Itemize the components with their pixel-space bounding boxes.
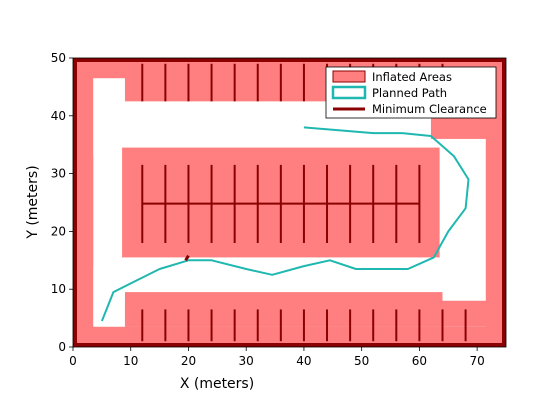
inflated-area	[73, 156, 94, 267]
y-tick-label: 0	[58, 340, 66, 354]
x-tick-label: 50	[354, 354, 369, 368]
legend-swatch-inflated	[332, 70, 366, 83]
x-tick-label: 10	[123, 354, 138, 368]
x-tick-label: 70	[469, 354, 484, 368]
y-tick-label: 40	[51, 109, 66, 123]
x-axis-label: X (meters)	[180, 376, 254, 392]
legend-label-path: Planned Path	[372, 86, 447, 100]
y-tick-label: 20	[51, 224, 66, 238]
boundary-wall	[73, 58, 506, 347]
x-tick-label: 60	[412, 354, 427, 368]
x-tick-label: 30	[239, 354, 254, 368]
x-tick-label: 20	[181, 354, 196, 368]
inflated-area	[124, 300, 507, 327]
axes-frame	[72, 57, 507, 348]
minimum-clearance-segment	[184, 254, 190, 262]
planned-path	[100, 126, 470, 322]
inflated-area	[73, 326, 506, 347]
y-tick-label: 10	[51, 282, 66, 296]
axes: 0 10 20 30 40 50 60 70 0 10 20 30 40 50	[51, 51, 507, 368]
x-tick-label: 0	[69, 354, 77, 368]
y-axis-label: Y (meters)	[25, 165, 41, 239]
x-tick-label: 40	[296, 354, 311, 368]
legend-label-inflated: Inflated Areas	[372, 70, 452, 84]
y-tick-label: 30	[51, 167, 66, 181]
legend-label-clearance: Minimum Clearance	[372, 102, 487, 116]
y-tick-label: 50	[51, 51, 66, 65]
inflated-area	[430, 115, 501, 139]
legend-swatch-path	[331, 85, 367, 100]
legend: Inflated Areas Planned Path Minimum Clea…	[325, 66, 497, 119]
